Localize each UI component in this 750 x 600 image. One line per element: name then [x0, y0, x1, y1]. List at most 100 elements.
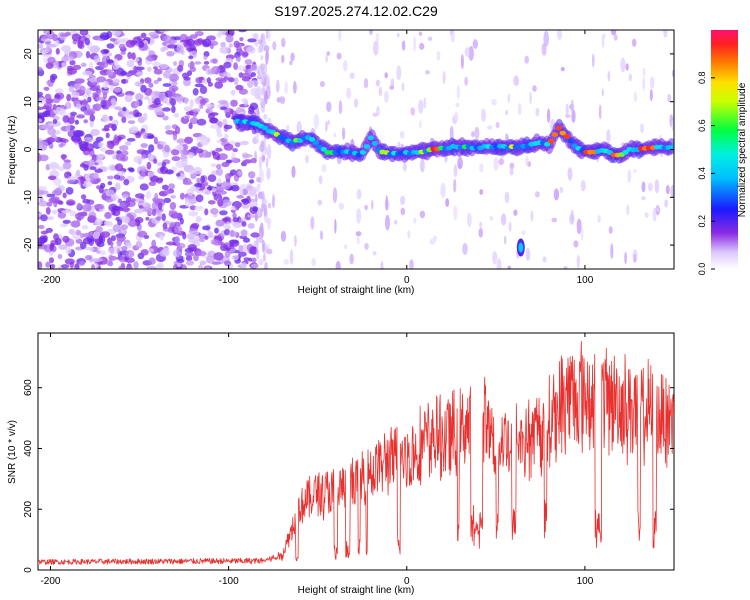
spectrogram-noise-cell — [160, 166, 166, 172]
spectrogram-noise-cell — [106, 69, 114, 76]
spectrogram-noise-cell — [335, 261, 341, 269]
spectrogram-noise-cell — [267, 202, 272, 209]
spectrogram-noise-cell — [227, 77, 235, 83]
spectrogram-noise-cell — [364, 204, 368, 211]
spectrogram-noise-cell — [168, 183, 176, 190]
spectrogram-noise-cell — [192, 113, 197, 118]
spectrogram-noise-cell — [134, 112, 143, 117]
spectrogram-noise-cell — [50, 264, 56, 269]
spectrogram-noise-cell — [110, 235, 116, 242]
spectrogram-noise-cell — [261, 155, 266, 162]
spectrogram-noise-cell — [289, 249, 294, 265]
spectrogram-noise-cell — [407, 230, 411, 239]
spectrogram-noise-cell — [491, 98, 497, 106]
spectrogram-noise-cell — [397, 33, 400, 38]
spectrogram-noise-cell — [196, 177, 201, 184]
spectrogram-noise-cell — [489, 216, 494, 221]
spectrogram-noise-cell — [154, 97, 161, 106]
spectrogram-noise-cell — [205, 255, 215, 264]
spectrogram-noise-cell — [228, 239, 239, 244]
spectrogram-noise-cell — [214, 227, 219, 234]
spectrogram-noise-cell — [75, 229, 82, 236]
spectrogram-noise-cell — [38, 224, 45, 230]
spectrogram-noise-cell — [263, 253, 266, 262]
spectrogram-noise-cell — [248, 257, 253, 262]
spectrogram-noise-cell — [87, 96, 92, 103]
spectrogram-noise-cell — [580, 226, 584, 241]
spectrogram-noise-cell — [50, 196, 60, 203]
spectrogram-noise-cell — [385, 214, 390, 231]
spectrogram-noise-cell — [166, 51, 175, 57]
spectrogram-noise-cell — [349, 72, 355, 79]
spectrogram-noise-cell — [258, 258, 264, 266]
spectrogram-noise-cell — [135, 132, 142, 139]
spectrogram-noise-cell — [82, 70, 93, 76]
spectrogram-noise-cell — [259, 191, 265, 200]
spectrogram-noise-cell — [176, 242, 186, 249]
spectrogram-secondary-blob — [516, 238, 525, 257]
spectrogram-noise-cell — [114, 182, 121, 191]
spectrogram-noise-cell — [492, 251, 498, 265]
spectrogram-noise-cell — [184, 136, 194, 144]
spectrogram-noise-cell — [371, 200, 374, 210]
spectrogram-noise-cell — [216, 167, 223, 176]
spectrogram-noise-cell — [169, 73, 179, 82]
spectrogram-noise-cell — [62, 115, 70, 123]
spectrogram-noise-cell — [253, 81, 258, 87]
spectrogram-noise-cell — [135, 240, 143, 249]
spectrogram-noise-cell — [62, 192, 67, 199]
spectrogram-noise-cell — [234, 204, 239, 209]
spectrogram-noise-cell — [95, 136, 104, 142]
spectrogram-noise-cell — [257, 183, 261, 195]
spectrogram-noise-cell — [409, 259, 414, 269]
spectrogram-noise-cell — [92, 231, 100, 240]
spectrogram-noise-cell — [111, 30, 122, 37]
spectrogram-noise-cell — [281, 37, 286, 48]
spectrogram-noise-cell — [276, 79, 280, 93]
spectrogram-noise-cell — [264, 261, 268, 269]
spectrogram-noise-cell — [114, 106, 122, 111]
colorbar-tick-label: 0.8 — [697, 72, 707, 85]
spectrogram-noise-cell — [204, 235, 209, 240]
spectrogram-noise-cell — [214, 81, 224, 89]
spectrogram-noise-cell — [157, 143, 164, 150]
spectrogram-noise-cell — [225, 159, 233, 164]
spectrogram-noise-cell — [127, 51, 133, 60]
spectrogram-noise-cell — [155, 216, 162, 221]
spectrogram-noise-cell — [92, 104, 98, 111]
spectrogram-noise-cell — [90, 129, 100, 136]
spectrogram-noise-cell — [321, 164, 327, 173]
spectrogram-noise-cell — [223, 143, 234, 151]
spectrogram-noise-cell — [280, 95, 284, 105]
spectrogram-noise-cell — [85, 143, 94, 152]
spectrogram-noise-cell — [204, 190, 211, 195]
spectrogram-noise-cell — [171, 81, 178, 86]
spectrogram-noise-cell — [410, 107, 416, 116]
spectrogram-noise-cell — [169, 97, 174, 105]
spectrogram-noise-cell — [462, 242, 468, 255]
spectrogram-noise-cell — [372, 251, 377, 256]
spectrogram-noise-cell — [310, 216, 315, 230]
spectrogram-noise-cell — [565, 103, 569, 118]
spectrogram-noise-cell — [82, 198, 91, 204]
spectrogram-noise-cell — [113, 174, 121, 180]
spectrogram-noise-cell — [249, 246, 259, 255]
spectrogram-noise-cell — [71, 91, 80, 98]
spectrogram-noise-cell — [194, 61, 202, 65]
spectrogram-noise-cell — [251, 263, 259, 269]
spectrogram-noise-cell — [49, 257, 54, 264]
snr-y-axis-label: SNR (10 * v/v) — [7, 420, 18, 484]
spectrogram-noise-cell — [112, 209, 121, 217]
spectrogram-noise-cell — [174, 236, 181, 245]
spectrogram-noise-cell — [57, 166, 65, 171]
spectrogram-noise-cell — [154, 192, 159, 202]
spectrogram-noise-cell — [153, 158, 158, 164]
spectrogram-noise-cell — [263, 114, 268, 120]
spectrogram-noise-cell — [187, 188, 194, 197]
spectrogram-noise-cell — [125, 242, 132, 249]
spectrogram-noise-cell — [453, 205, 458, 221]
spectrogram-noise-cell — [607, 70, 611, 82]
spectrogram-noise-cell — [39, 47, 49, 55]
spectrogram-noise-cell — [173, 61, 177, 66]
